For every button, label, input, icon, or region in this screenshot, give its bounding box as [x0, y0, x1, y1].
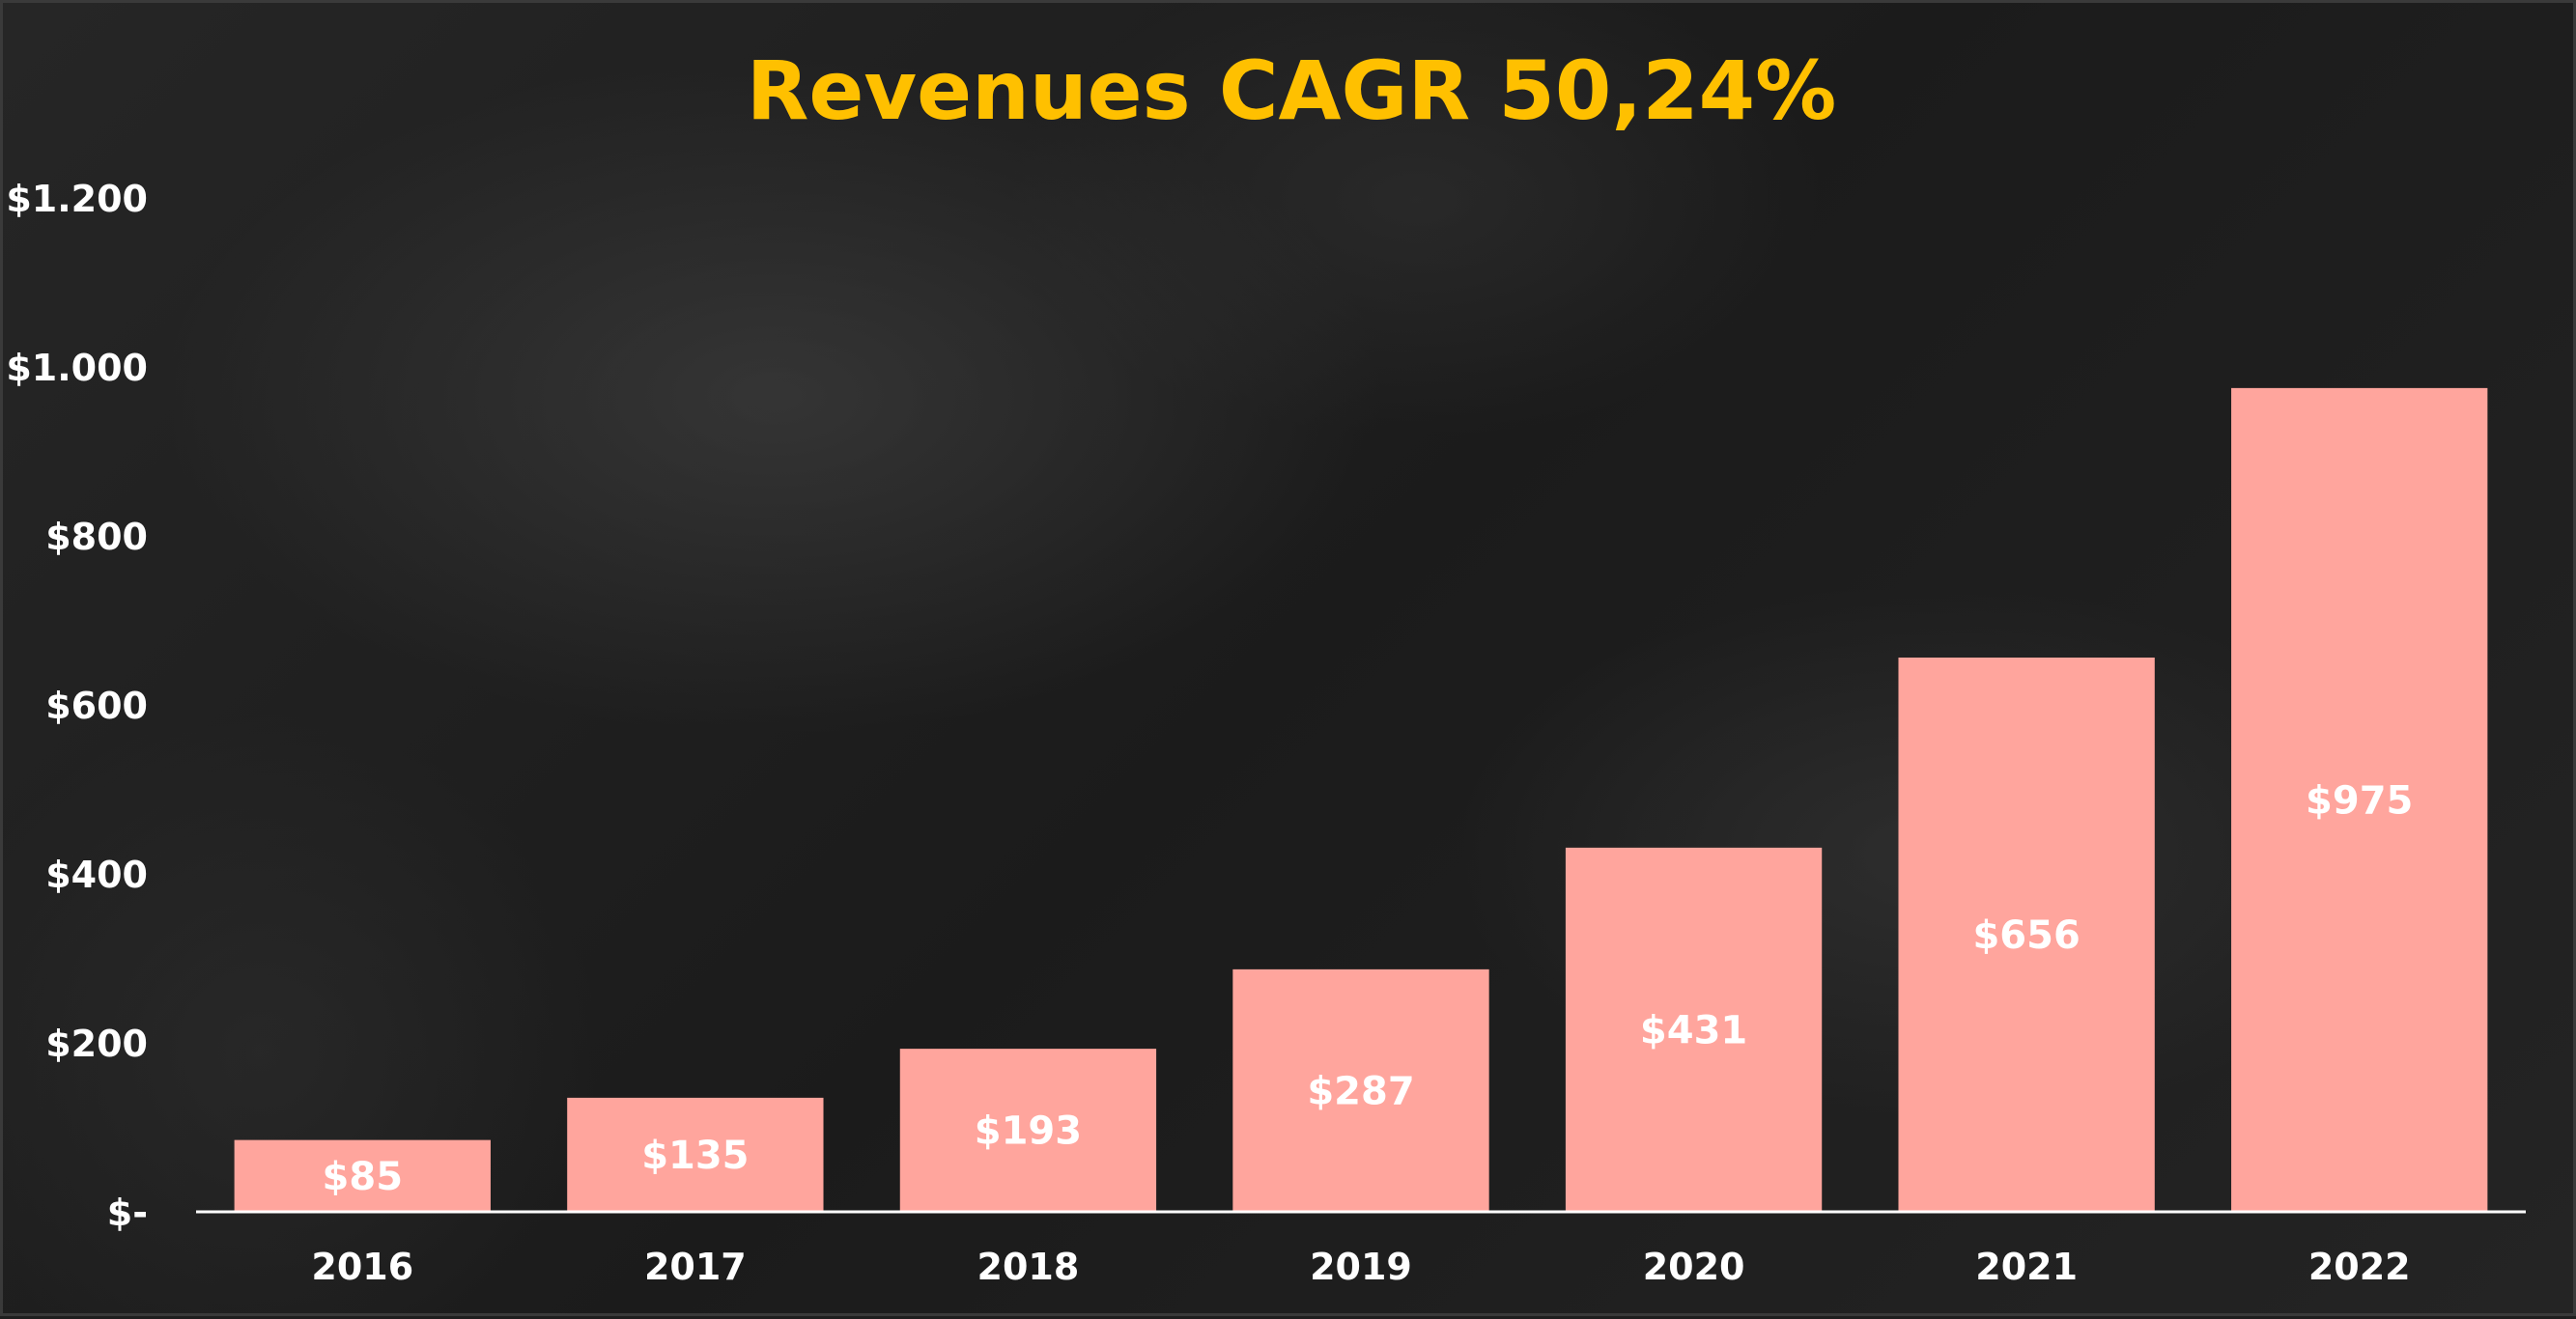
y-axis-ticks: $- $200 $400 $600 $800 $1.000 $1.200 — [6, 178, 148, 1234]
bar — [899, 1049, 1157, 1212]
bar-value-label: $193 — [975, 1109, 1082, 1154]
bar — [567, 1097, 824, 1212]
y-tick-label: $1.200 — [6, 178, 148, 220]
data-labels-group: $85 $135 $193 $287 $431 $656 $975 — [323, 778, 2414, 1198]
bar — [1898, 658, 2155, 1212]
bar-value-label: $656 — [1972, 913, 2080, 958]
x-tick-label: 2022 — [2308, 1246, 2411, 1288]
x-tick-label: 2018 — [977, 1246, 1080, 1288]
bar-value-label: $975 — [2306, 778, 2413, 823]
bar — [1232, 968, 1489, 1212]
bar-value-label: $85 — [323, 1155, 404, 1199]
y-tick-label: $1.000 — [6, 347, 148, 389]
chart-title: Revenues CAGR 50,24% — [747, 43, 1837, 138]
bar — [2231, 387, 2488, 1212]
y-tick-label: $200 — [45, 1023, 148, 1065]
bar-value-label: $135 — [641, 1134, 749, 1178]
bars-group — [234, 387, 2488, 1212]
bar-value-label: $431 — [1640, 1008, 1747, 1052]
y-tick-label: $- — [107, 1192, 148, 1234]
bar — [234, 1139, 491, 1212]
x-tick-label: 2017 — [644, 1246, 747, 1288]
y-tick-label: $800 — [45, 516, 148, 558]
y-tick-label: $600 — [45, 685, 148, 727]
x-axis-ticks: 2016 2017 2018 2019 2020 2021 2022 — [311, 1246, 2410, 1288]
y-tick-label: $400 — [45, 854, 148, 896]
bar-chart: Revenues CAGR 50,24% $-$200$400$600$800$… — [6, 43, 2526, 1288]
x-tick-label: 2016 — [311, 1246, 413, 1288]
x-tick-label: 2021 — [1975, 1246, 2078, 1288]
bar-value-label: $287 — [1307, 1069, 1414, 1113]
bar — [1565, 847, 1823, 1212]
x-tick-label: 2020 — [1643, 1246, 1745, 1288]
x-tick-label: 2019 — [1310, 1246, 1412, 1288]
